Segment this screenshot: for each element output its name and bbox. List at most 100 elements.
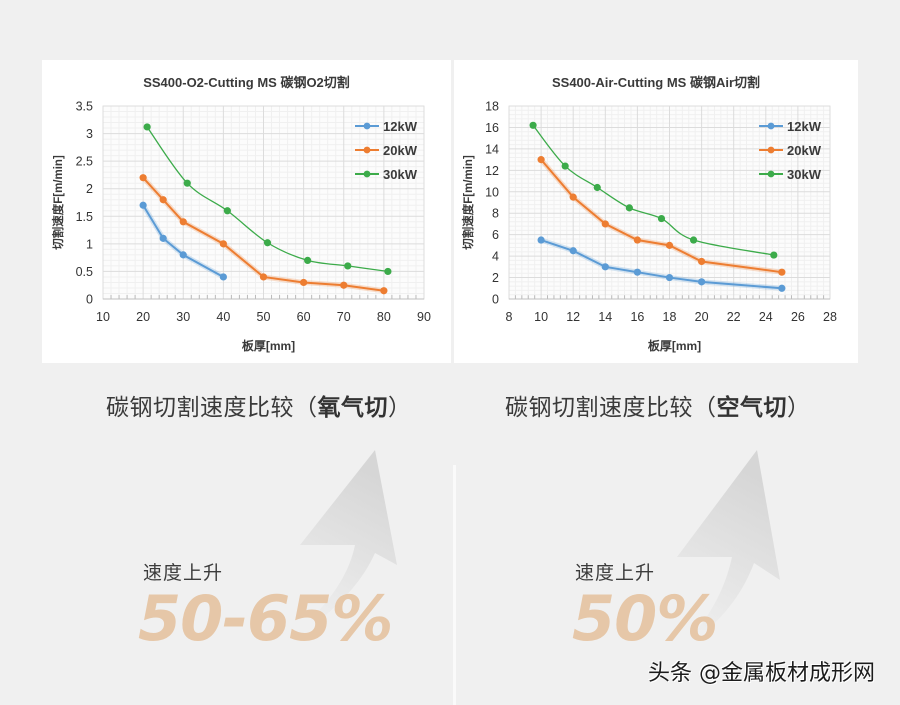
data-point: [384, 267, 392, 276]
data-point: [219, 273, 227, 281]
x-axis-label: 板厚[mm]: [242, 338, 295, 353]
arrow-up-icon: [300, 450, 397, 620]
caption-o2-comparison: 碳钢切割速度比较（氧气切）: [106, 388, 412, 422]
data-point: [657, 214, 666, 223]
chart-title: SS400-O2-Cutting MS 碳钢O2切割: [143, 75, 350, 90]
speed-increase-value: 50%: [572, 582, 718, 655]
data-point: [159, 196, 167, 204]
data-point: [561, 162, 569, 170]
data-point: [601, 220, 609, 228]
x-tick-label: 24: [759, 310, 773, 324]
x-tick-label: 70: [337, 310, 351, 324]
data-point: [593, 183, 601, 192]
caption-bold: 空气切: [716, 395, 787, 421]
data-point: [778, 284, 786, 292]
legend-label: 20kW: [787, 143, 822, 158]
series-30kW: [529, 121, 778, 259]
y-tick-label: 2.5: [76, 155, 93, 169]
chart-title: SS400-Air-Cutting MS 碳钢Air切割: [552, 75, 760, 90]
legend: 12kW 20kW 30kW: [759, 119, 822, 182]
legend-label: 30kW: [383, 167, 418, 182]
y-axis-label: 切割速度F[m/min]: [461, 155, 475, 250]
x-tick-label: 8: [506, 310, 513, 324]
data-point: [143, 123, 151, 131]
y-tick-label: 2: [86, 182, 93, 196]
data-point: [770, 251, 778, 259]
y-tick-label: 10: [485, 185, 499, 199]
data-point: [778, 268, 786, 276]
caption-prefix: 碳钢切割速度比较（: [505, 395, 717, 421]
legend: 12kW 20kW 30kW: [355, 119, 418, 182]
y-tick-label: 3: [86, 127, 93, 141]
x-axis-label: 板厚[mm]: [648, 338, 701, 353]
data-point: [259, 273, 268, 281]
y-tick-label: 14: [485, 142, 499, 156]
x-tick-label: 60: [297, 310, 311, 324]
caption-air-comparison: 碳钢切割速度比较（空气切）: [505, 388, 811, 422]
caption-prefix: 碳钢切割速度比较（: [106, 395, 318, 421]
x-tick-label: 90: [417, 310, 431, 324]
data-point: [625, 204, 633, 212]
x-tick-label: 14: [598, 310, 612, 324]
x-tick-label: 20: [136, 310, 150, 324]
x-tick-label: 80: [377, 310, 391, 324]
x-tick-label: 28: [823, 310, 837, 324]
data-point: [529, 121, 537, 129]
data-point: [179, 218, 187, 226]
x-tick-label: 26: [791, 310, 805, 324]
data-point: [665, 273, 674, 282]
legend-label: 12kW: [787, 119, 822, 134]
x-tick-label: 10: [534, 310, 548, 324]
data-point: [139, 201, 147, 209]
x-tick-label: 50: [257, 310, 271, 324]
y-tick-label: 6: [492, 228, 499, 242]
y-tick-label: 8: [492, 207, 499, 221]
speed-increase-label: 速度上升: [575, 562, 656, 584]
data-point: [263, 239, 272, 247]
data-point: [633, 268, 641, 276]
y-tick-label: 4: [492, 250, 499, 264]
speed-increase-label: 速度上升: [143, 562, 224, 584]
x-tick-label: 40: [216, 310, 230, 324]
section-divider: [453, 465, 456, 705]
data-point: [183, 179, 191, 187]
data-point: [537, 236, 545, 244]
y-tick-label: 3.5: [76, 100, 93, 114]
data-point: [139, 174, 147, 182]
speed-increase-value: 50-65%: [138, 582, 393, 655]
data-point: [698, 278, 706, 286]
y-tick-label: 0: [492, 293, 499, 307]
chart-air-cutting: SS400-Air-Cutting MS 碳钢Air切割 8 10 12 14 16 18 2…: [461, 75, 837, 353]
caption-suffix: ）: [787, 395, 811, 421]
series-12kW: [139, 201, 227, 281]
data-point: [665, 241, 674, 249]
data-point: [380, 287, 388, 295]
y-tick-label: 0: [86, 293, 93, 307]
data-point: [300, 278, 308, 287]
x-tick-label: 18: [663, 310, 677, 324]
data-point: [698, 257, 706, 266]
data-point: [569, 247, 577, 255]
legend-label: 12kW: [383, 119, 418, 134]
caption-suffix: ）: [388, 395, 412, 421]
x-tick-label: 22: [727, 310, 741, 324]
data-point: [179, 251, 187, 259]
y-tick-label: 2: [492, 271, 499, 285]
series-20kW: [139, 174, 388, 295]
y-tick-label: 18: [485, 100, 499, 114]
data-point: [340, 281, 348, 289]
y-tick-label: 1: [86, 237, 93, 251]
y-tick-label: 16: [485, 121, 499, 135]
watermark: 头条 @金属板材成形网: [648, 661, 875, 686]
chart-panel-o2: SS400-O2-Cutting MS 碳钢O2切割 10 20 30 40 50 60 70…: [42, 60, 451, 363]
gridlines: [102, 105, 425, 300]
data-point: [219, 240, 227, 248]
data-point: [601, 263, 609, 271]
data-point: [159, 234, 167, 242]
x-tick-label: 30: [176, 310, 190, 324]
data-point: [689, 236, 698, 244]
data-point: [344, 262, 352, 270]
legend-label: 20kW: [383, 143, 418, 158]
series-30kW: [143, 123, 392, 276]
